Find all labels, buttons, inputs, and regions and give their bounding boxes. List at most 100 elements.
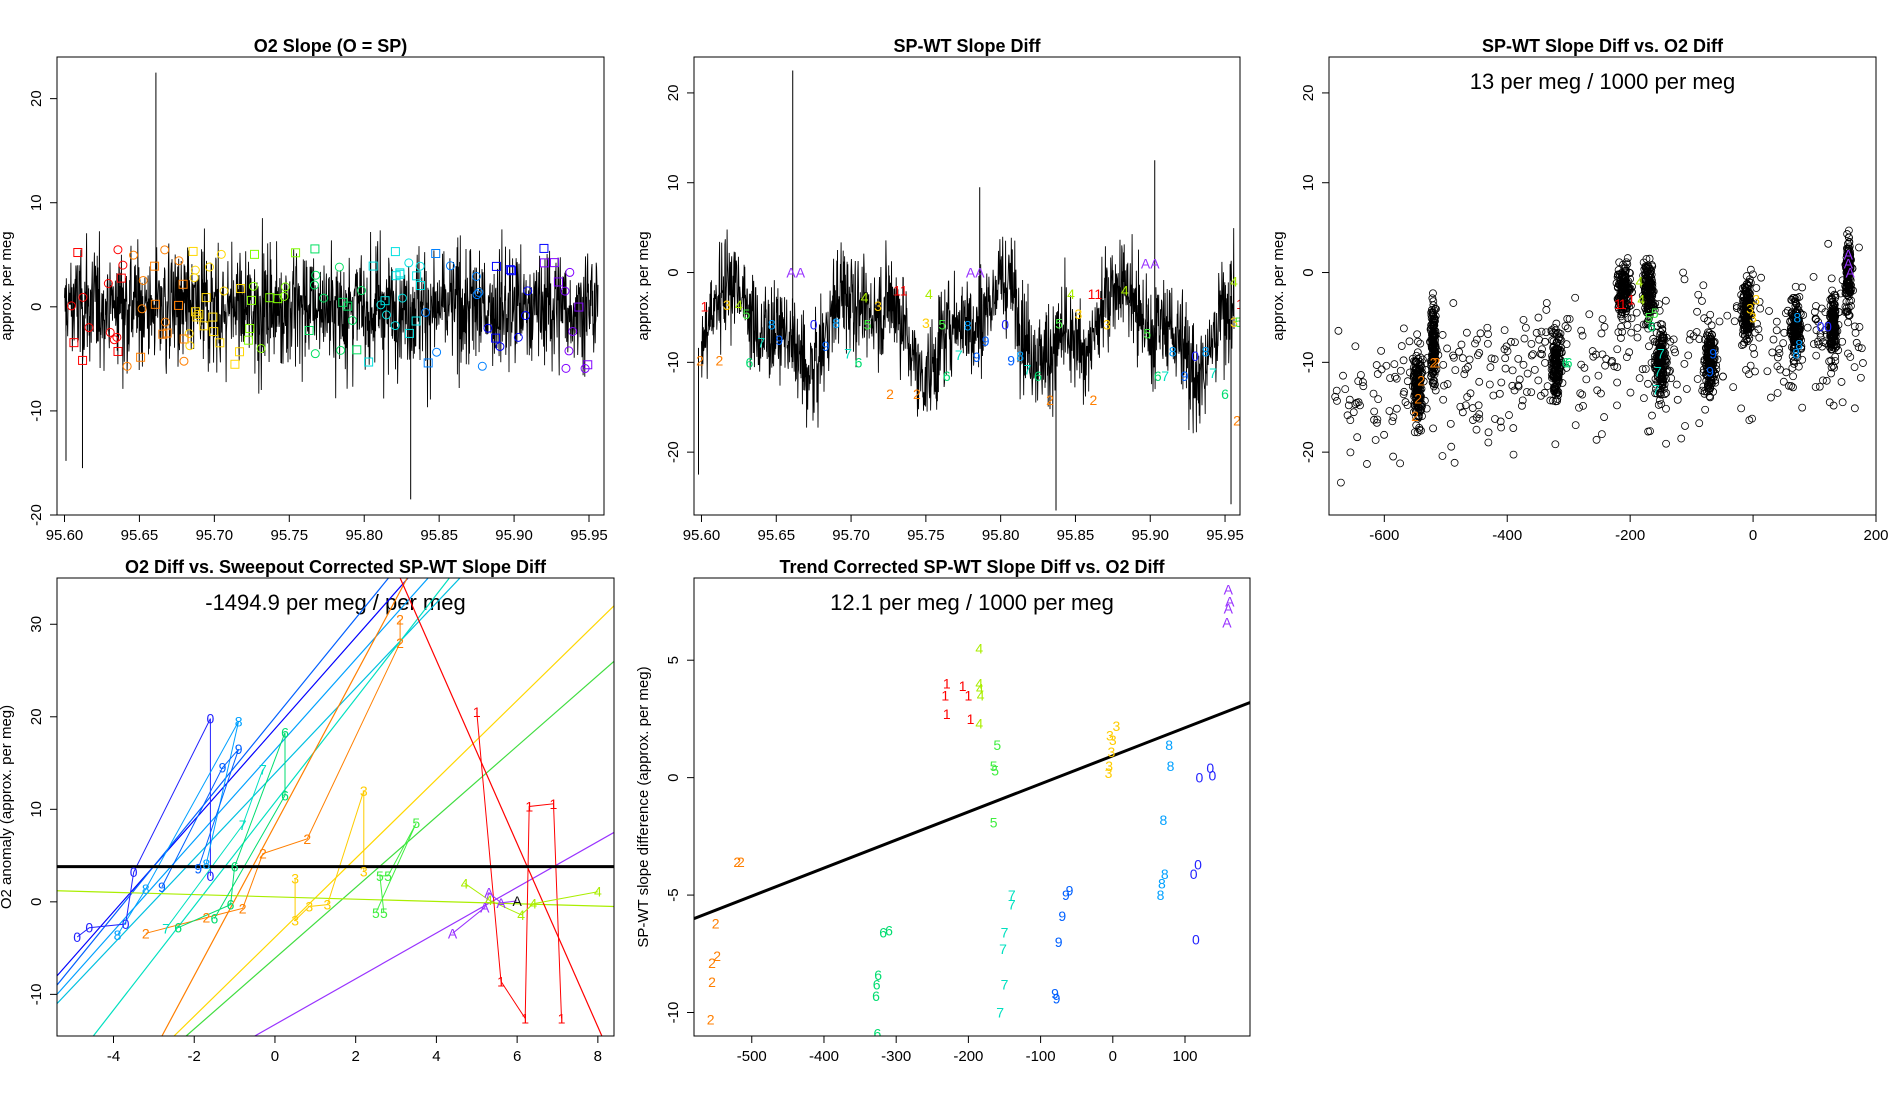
scatter-point [1797, 342, 1806, 351]
scatter-point [1789, 372, 1797, 381]
group-connector [294, 790, 365, 922]
scatter-point [1429, 376, 1438, 385]
data-label: 7 [1209, 365, 1217, 381]
scatter-point [1509, 450, 1518, 459]
y-tick-label: -10 [1300, 351, 1317, 373]
scatter-point [1339, 371, 1347, 380]
data-label: AA [966, 265, 985, 281]
data-label: A [1224, 601, 1234, 617]
scatter-point [1538, 345, 1546, 354]
scatter-point [1447, 442, 1456, 451]
scatter-point [1356, 371, 1365, 379]
scatter-point [1793, 293, 1801, 302]
data-label: 3 [1107, 744, 1115, 760]
scatter-point [1633, 324, 1642, 332]
data-label: 3 [1106, 727, 1114, 743]
circle-marker [521, 311, 531, 321]
scatter-point [1773, 389, 1782, 397]
data-label: 2 [202, 910, 210, 926]
circle-marker [112, 332, 122, 342]
data-label: 9 [235, 741, 243, 757]
data-label: 9 [1066, 882, 1074, 898]
scatter-point [1520, 334, 1529, 343]
plot-frame [56, 577, 615, 1037]
scatter-point [1412, 413, 1421, 422]
chart-title: O2 Slope (O = SP) [254, 36, 408, 56]
data-label: 9 [1007, 353, 1015, 369]
data-label: 6 [211, 910, 219, 926]
scatter-point [1373, 418, 1381, 427]
data-label: 2 [1411, 408, 1419, 424]
data-label: 3 [1113, 718, 1121, 734]
circle-marker [472, 290, 482, 300]
scatter-point [1701, 405, 1710, 414]
scatter-point [1844, 303, 1853, 312]
scatter-point [1594, 371, 1603, 380]
square-marker [245, 324, 255, 334]
scatter-point [1418, 412, 1426, 420]
scatter-point [1655, 368, 1664, 377]
scatter-point [1434, 351, 1443, 359]
scatter-point [1627, 314, 1636, 323]
circle-marker [513, 332, 523, 342]
circle-marker [565, 267, 575, 277]
scatter-point [1828, 286, 1836, 295]
scatter-point [1571, 421, 1580, 430]
scatter-point [1809, 272, 1818, 281]
data-label: 8 [832, 315, 840, 331]
data-label: 4 [1121, 282, 1129, 298]
y-tick-label: 20 [1300, 85, 1317, 102]
scatter-point [1793, 327, 1802, 336]
x-tick-label: 95.85 [420, 527, 458, 544]
scatter-point [1667, 374, 1676, 383]
circle-marker [381, 310, 391, 320]
scatter-point [1519, 360, 1528, 369]
data-label: 9 [194, 861, 202, 877]
scatter-point [1788, 364, 1797, 372]
circle-marker [483, 323, 493, 333]
data-label: 5 [1651, 305, 1659, 321]
data-label: 2 [713, 948, 721, 964]
data-label: 8 [142, 881, 150, 897]
scatter-point [1782, 368, 1791, 377]
scatter-point [1429, 332, 1438, 341]
x-tick-label: -400 [809, 1048, 839, 1065]
scatter-point [1708, 356, 1717, 364]
scatter-point [1851, 328, 1860, 337]
scatter-point [1682, 385, 1691, 393]
scatter-point [1750, 350, 1759, 358]
data-label: 6 [745, 354, 753, 370]
scatter-point [1414, 413, 1423, 422]
x-tick-label: 95.75 [907, 527, 945, 544]
square-marker [291, 248, 301, 258]
scatter-point [1835, 308, 1843, 317]
scatter-point [1472, 413, 1481, 422]
data-label: 4 [977, 687, 985, 703]
y-tick-label: 0 [665, 268, 682, 276]
data-label: 4 [517, 907, 525, 923]
square-marker [150, 299, 160, 309]
scatter-point [1658, 325, 1667, 333]
data-label: 6 [281, 787, 289, 803]
circle-marker [561, 363, 571, 373]
chart-panel-trend-corrected: Trend Corrected SP-WT Slope Diff vs. O2 … [635, 557, 1251, 1065]
chart-panel-o2-vs-sweepout: O2 Diff vs. Sweepout Corrected SP-WT Slo… [0, 557, 615, 1065]
scatter-point [1485, 380, 1494, 389]
circle-marker [568, 326, 578, 336]
scatter-point [1351, 342, 1360, 351]
scatter-point [1746, 361, 1755, 370]
square-marker [310, 244, 320, 254]
data-label: 7 [1024, 362, 1032, 378]
data-label: 5 [993, 737, 1001, 753]
square-marker [188, 246, 198, 256]
data-label: 0 [1817, 318, 1825, 334]
square-marker [583, 360, 593, 370]
scatter-point [1640, 394, 1648, 403]
scatter-point [1693, 307, 1701, 316]
scatter-point [1400, 387, 1409, 396]
y-tick-label: -20 [1300, 441, 1317, 463]
scatter-point [1732, 302, 1741, 310]
circle-marker [404, 258, 414, 268]
